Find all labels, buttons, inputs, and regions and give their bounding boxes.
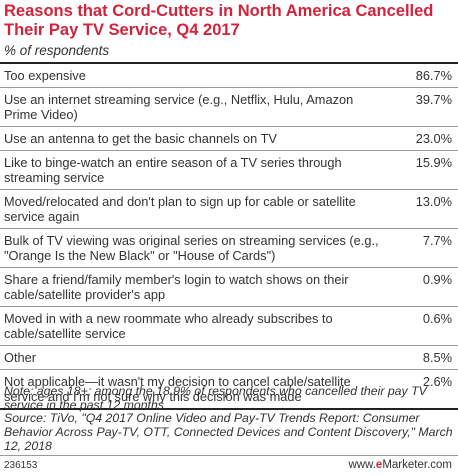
table-row: Bulk of TV viewing was original series o… <box>0 228 458 268</box>
row-value: 15.9% <box>392 150 458 190</box>
brand-suffix: .com <box>427 459 452 471</box>
row-value: 39.7% <box>392 87 458 127</box>
table-row: Use an antenna to get the basic channels… <box>0 126 458 151</box>
row-label: Other <box>0 345 392 370</box>
row-value: 13.0% <box>392 189 458 229</box>
brand-prefix: www. <box>348 459 376 471</box>
row-value: 23.0% <box>392 126 458 151</box>
row-label: Use an internet streaming service (e.g.,… <box>0 87 392 127</box>
table-row: Other 8.5% <box>0 345 458 370</box>
brand-name: Marketer <box>382 459 428 471</box>
row-value: 86.7% <box>392 62 458 88</box>
row-value: 8.5% <box>392 345 458 370</box>
row-label: Share a friend/family member's login to … <box>0 267 392 307</box>
row-label: Use an antenna to get the basic channels… <box>0 126 392 151</box>
brand-link[interactable]: www.eMarketer.com <box>348 459 452 471</box>
row-value: 0.6% <box>392 306 458 346</box>
row-label: Too expensive <box>0 62 392 88</box>
row-label: Moved in with a new roommate who already… <box>0 306 392 346</box>
chart-id: 236153 <box>4 460 38 471</box>
data-table: Too expensive 86.7% Use an internet stream… <box>0 62 458 410</box>
table-row: Moved/relocated and don't plan to sign u… <box>0 189 458 229</box>
table-row: Too expensive 86.7% <box>0 62 458 88</box>
row-label: Moved/relocated and don't plan to sign u… <box>0 189 392 229</box>
note-text: Note: ages 18+; among the 18.9% of respo… <box>4 384 427 412</box>
row-value: 7.7% <box>392 228 458 268</box>
table-row: Like to binge-watch an entire season of … <box>0 150 458 190</box>
row-value: 0.9% <box>392 267 458 307</box>
table-row: Moved in with a new roommate who already… <box>0 306 458 346</box>
table-row: Share a friend/family member's login to … <box>0 267 458 307</box>
row-label: Not applicable—it wasn't my decision to … <box>0 369 392 410</box>
row-label: Bulk of TV viewing was original series o… <box>0 228 392 268</box>
table-row: Not applicable—it wasn't my decision to … <box>0 369 458 410</box>
chart-subtitle: % of respondents <box>4 43 110 58</box>
notes: Note: ages 18+; among the 18.9% of respo… <box>4 384 456 454</box>
brand-e: e <box>375 459 383 471</box>
row-value: 2.6% <box>392 369 458 410</box>
source-text: Source: TiVo, "Q4 2017 Online Video and … <box>4 411 453 453</box>
footer: 236153 www.eMarketer.com <box>0 455 458 476</box>
chart-title: Reasons that Cord-Cutters in North Ameri… <box>4 2 434 39</box>
row-label: Like to binge-watch an entire season of … <box>0 150 392 190</box>
table-row: Use an internet streaming service (e.g.,… <box>0 87 458 127</box>
